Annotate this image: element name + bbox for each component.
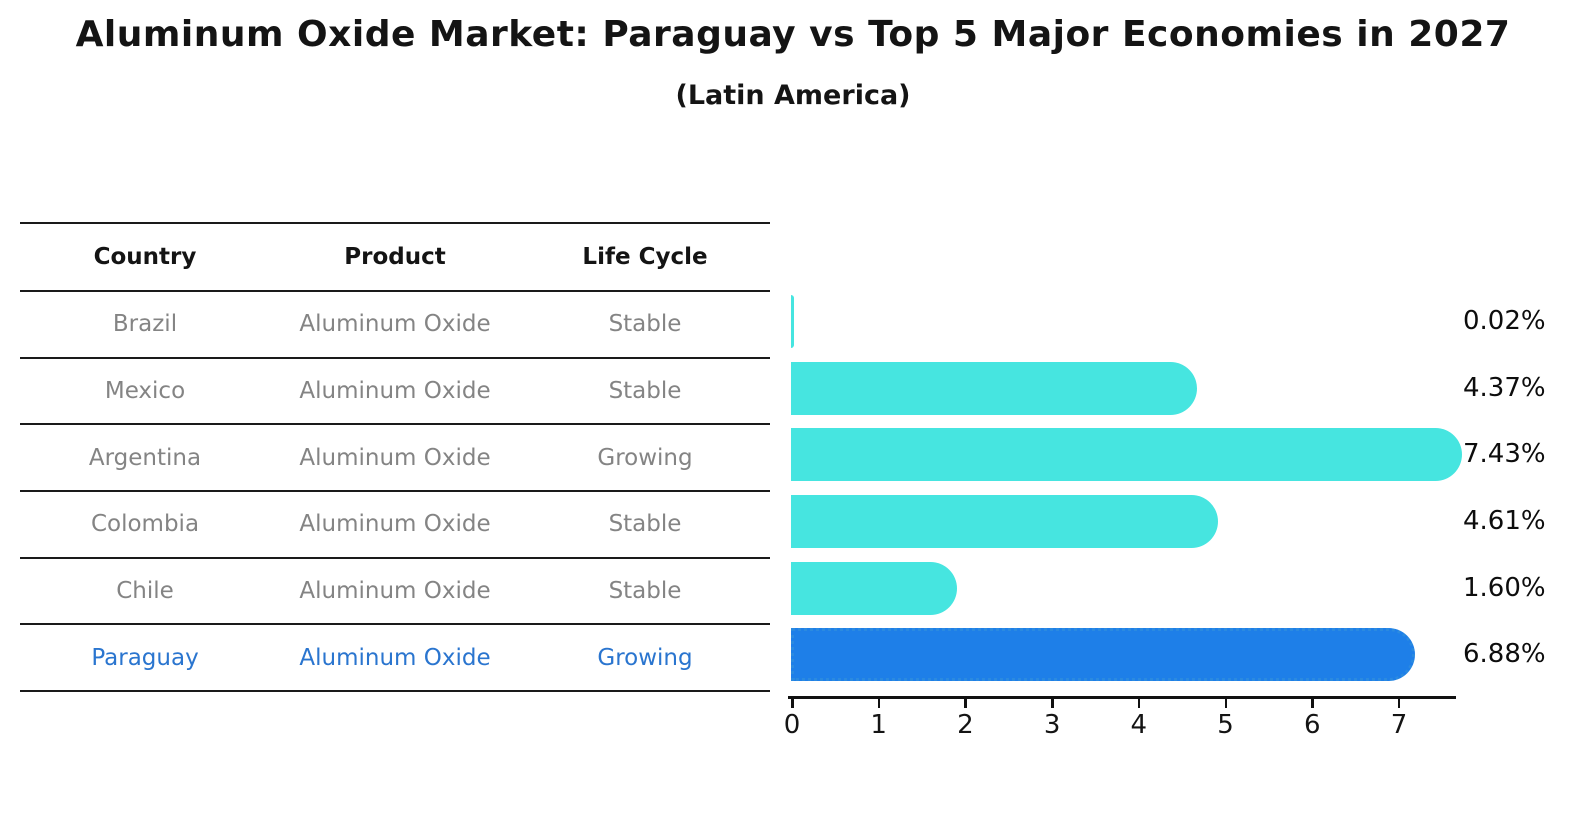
value-label-brazil: 0.02%: [1463, 306, 1546, 336]
bar-row-colombia: 4.61%: [791, 488, 1586, 555]
x-tick-6: [1311, 698, 1314, 708]
x-tick-label-6: 6: [1303, 710, 1321, 740]
table-row-colombia: Colombia Aluminum Oxide Stable: [20, 492, 770, 559]
table-row-paraguay: Paraguay Aluminum Oxide Growing: [20, 625, 770, 692]
x-tick-0: [791, 698, 794, 708]
cell-life-cycle: Stable: [608, 311, 682, 338]
cell-life-cycle: Stable: [608, 577, 682, 604]
cell-country: Chile: [116, 577, 174, 604]
cell-life-cycle: Stable: [608, 377, 682, 404]
country-table: Country Product Life Cycle Brazil Aluminu…: [20, 222, 770, 692]
bar-row-paraguay: 6.88%: [791, 621, 1586, 688]
x-tick-label-2: 2: [957, 710, 974, 740]
cell-life-cycle: Growing: [597, 644, 693, 671]
cell-life-cycle: Stable: [608, 511, 682, 538]
cell-product: Aluminum Oxide: [299, 577, 491, 604]
table-row-argentina: Argentina Aluminum Oxide Growing: [20, 425, 770, 492]
value-label-argentina: 7.43%: [1463, 439, 1546, 470]
chart-subtitle: (Latin America): [675, 80, 911, 111]
table-body: Brazil Aluminum Oxide Stable Mexico Aluminum…: [20, 292, 770, 692]
bar-plot-area: 0.02% 4.37% 7.43% 4.61% 1.60% 6.88%: [791, 288, 1586, 688]
bar-row-mexico: 4.37%: [791, 355, 1586, 422]
header-country: Country: [93, 244, 197, 270]
cell-product: Aluminum Oxide: [299, 444, 491, 471]
bar-colombia: [791, 494, 1218, 548]
value-label-paraguay: 6.88%: [1463, 639, 1546, 670]
table-row-chile: Chile Aluminum Oxide Stable: [20, 559, 770, 626]
x-axis: 0 1 2 3 4 5 6 7: [784, 696, 1488, 756]
x-tick-5: [1224, 698, 1228, 708]
cell-country: Paraguay: [91, 644, 199, 671]
x-tick-3: [1051, 698, 1054, 708]
cell-life-cycle: Growing: [597, 444, 693, 471]
x-tick-label-7: 7: [1390, 710, 1408, 740]
cell-product: Aluminum Oxide: [299, 644, 491, 671]
x-tick-2: [964, 698, 967, 708]
x-tick-1: [877, 698, 881, 708]
x-tick-label-0: 0: [783, 710, 801, 740]
bar-row-argentina: 7.43%: [791, 421, 1586, 488]
cell-product: Aluminum Oxide: [299, 311, 491, 338]
bar-row-chile: 1.60%: [791, 555, 1586, 622]
x-tick-7: [1397, 698, 1401, 708]
table-row-mexico: Mexico Aluminum Oxide Stable: [20, 359, 770, 426]
chart-title: Aluminum Oxide Market: Paraguay vs Top 5…: [75, 14, 1511, 55]
x-tick-label-1: 1: [870, 710, 887, 740]
bar-row-brazil: 0.02%: [791, 288, 1586, 355]
value-label-colombia: 4.61%: [1463, 505, 1546, 536]
table-header-row: Country Product Life Cycle: [20, 224, 770, 292]
cell-country: Argentina: [88, 444, 202, 471]
bar-chile: [791, 561, 957, 615]
bar-paraguay: [791, 628, 1415, 682]
header-life-cycle: Life Cycle: [582, 244, 708, 270]
x-tick-4: [1137, 698, 1141, 708]
cell-country: Brazil: [112, 311, 178, 338]
cell-country: Mexico: [104, 377, 186, 404]
x-tick-label-3: 3: [1043, 710, 1061, 740]
x-tick-label-4: 4: [1130, 710, 1148, 740]
x-axis-line: [788, 696, 1456, 699]
bar-brazil: [791, 295, 794, 348]
cell-product: Aluminum Oxide: [299, 511, 491, 538]
value-label-mexico: 4.37%: [1463, 372, 1546, 403]
table-row-brazil: Brazil Aluminum Oxide Stable: [20, 292, 770, 359]
cell-product: Aluminum Oxide: [299, 377, 491, 404]
bar-mexico: [791, 361, 1197, 415]
header-product: Product: [344, 244, 446, 270]
x-tick-label-5: 5: [1217, 710, 1234, 740]
value-label-chile: 1.60%: [1463, 572, 1546, 603]
bar-argentina: [791, 428, 1462, 482]
cell-country: Colombia: [90, 511, 200, 538]
